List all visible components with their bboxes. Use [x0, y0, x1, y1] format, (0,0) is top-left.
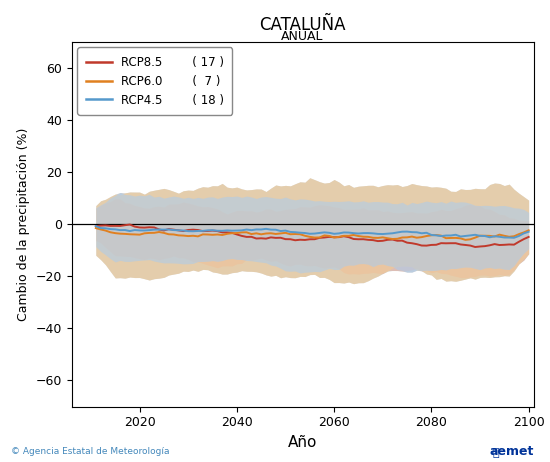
- Y-axis label: Cambio de la precipitación (%): Cambio de la precipitación (%): [17, 128, 30, 321]
- Text: ANUAL: ANUAL: [281, 30, 324, 43]
- Text: aemet: aemet: [489, 445, 534, 458]
- Text: 🦅: 🦅: [492, 448, 499, 458]
- Text: © Agencia Estatal de Meteorología: © Agencia Estatal de Meteorología: [11, 448, 169, 456]
- Legend: RCP8.5        ( 17 ), RCP6.0        (  7 ), RCP4.5        ( 18 ): RCP8.5 ( 17 ), RCP6.0 ( 7 ), RCP4.5 ( 18…: [78, 48, 232, 115]
- X-axis label: Año: Año: [288, 435, 317, 450]
- Text: CATALUÑA: CATALUÑA: [259, 16, 346, 34]
